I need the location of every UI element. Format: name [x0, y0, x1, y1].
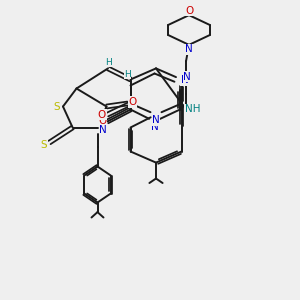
Text: O: O — [128, 97, 137, 107]
Text: N: N — [151, 122, 158, 132]
Text: N: N — [183, 71, 191, 82]
Text: S: S — [54, 101, 60, 112]
Text: N: N — [185, 44, 193, 54]
Text: N: N — [99, 125, 107, 135]
Text: O: O — [185, 6, 193, 16]
Text: NH: NH — [185, 104, 200, 114]
Text: H: H — [105, 58, 111, 67]
Text: O: O — [98, 116, 106, 127]
Text: S: S — [41, 140, 47, 150]
Text: O: O — [98, 110, 106, 120]
Text: H: H — [124, 70, 131, 79]
Text: N: N — [181, 75, 188, 85]
Text: N: N — [152, 115, 160, 125]
